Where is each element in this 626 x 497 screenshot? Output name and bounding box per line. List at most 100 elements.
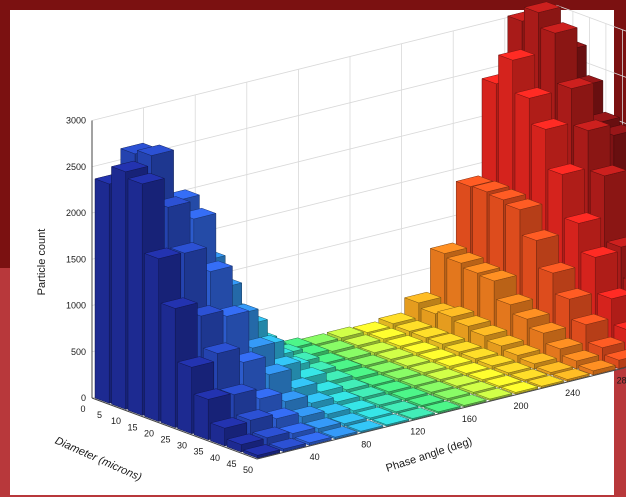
bar-top-face — [526, 375, 565, 387]
count-tick-label: 2000 — [66, 208, 86, 218]
bar-top-face — [476, 354, 515, 367]
bar-top-face — [368, 327, 407, 340]
x-axis-label: Diameter (microns) — [53, 435, 144, 484]
bar-top-face — [429, 242, 468, 254]
bar-top-face — [326, 326, 365, 338]
bar-top-face — [502, 344, 541, 356]
histogram-bar — [242, 444, 281, 459]
phase-tick-label: 200 — [513, 401, 528, 411]
bar-top-face — [399, 374, 438, 386]
bar-top-face — [226, 433, 265, 445]
phase-tick-label: 160 — [462, 414, 477, 424]
bar-top-face — [460, 347, 499, 359]
phase-tick-label: 280 — [617, 375, 626, 385]
histogram-bar — [423, 400, 462, 414]
bar-top-face — [469, 324, 508, 337]
histogram-bar — [406, 394, 445, 408]
bar-top-face — [403, 291, 442, 304]
bar-side-face — [127, 178, 143, 416]
bar-top-face — [251, 426, 290, 438]
bar-top-face — [497, 49, 536, 61]
bar-top-face — [486, 334, 525, 347]
bar-top-face — [373, 380, 412, 393]
bar-top-face — [329, 412, 368, 424]
bar-top-face — [603, 349, 626, 361]
bar-top-face — [350, 354, 389, 366]
bar-top-face — [493, 361, 532, 374]
histogram-bar — [397, 407, 436, 421]
bar-top-face — [193, 388, 232, 400]
bar-top-face — [441, 375, 480, 387]
bar-top-face — [523, 1, 562, 13]
count-tick-label: 3000 — [66, 116, 86, 126]
histogram-bar — [509, 368, 548, 382]
bar-top-face — [570, 313, 609, 325]
phase-tick-label: 80 — [361, 439, 371, 449]
bar-top-face — [320, 426, 359, 438]
histogram-bar — [500, 381, 539, 395]
bar-top-face — [169, 242, 208, 254]
bar-top-face — [434, 355, 473, 367]
bar-top-face — [364, 393, 403, 406]
bar-top-face — [416, 381, 455, 393]
bar-top-face — [539, 22, 578, 34]
bar-top-face — [504, 198, 543, 210]
bar-top-face — [359, 341, 398, 353]
histogram-bar — [449, 394, 488, 408]
bar-top-face — [352, 321, 391, 333]
bar-side-face — [94, 178, 110, 404]
bar-top-face — [394, 320, 433, 332]
bar-top-face — [390, 387, 429, 399]
bar-top-face — [474, 387, 513, 400]
diameter-tick-label: 45 — [226, 459, 236, 469]
bar-top-face — [176, 356, 215, 368]
bar-top-face — [453, 315, 492, 327]
histogram-bar — [578, 359, 617, 376]
bar-top-face — [587, 336, 626, 348]
bar-top-face — [385, 335, 424, 347]
bar-top-face — [410, 326, 449, 339]
bar-top-face — [596, 287, 626, 300]
histogram-bar — [345, 420, 384, 433]
phase-tick-label: 40 — [310, 452, 320, 462]
bar-top-face — [127, 172, 166, 185]
bar-top-face — [521, 229, 560, 241]
histogram-bar — [320, 426, 359, 440]
bar-top-face — [471, 180, 510, 193]
grid-line — [91, 4, 557, 121]
bar-top-face — [355, 406, 394, 419]
bar-top-face — [462, 262, 501, 274]
bar-side-face — [144, 253, 159, 422]
labels-layer: 0 500 1000 1500 2000 2500 3000 0 5 10 15 20 25 30 35 40… — [66, 116, 626, 476]
bar-top-face — [342, 334, 381, 346]
bar-top-face — [443, 341, 482, 353]
bar-top-face — [333, 347, 372, 359]
bar-top-face — [425, 368, 464, 380]
histogram-bar — [226, 433, 265, 453]
y-axis-label: Phase angle (deg) — [384, 436, 473, 475]
bar-top-face — [406, 394, 445, 406]
bar-top-face — [377, 312, 416, 324]
bar-top-face — [484, 375, 523, 387]
histogram-bar — [432, 387, 471, 402]
bar-top-face — [383, 367, 422, 380]
bar-top-face — [347, 386, 386, 398]
bar-top-face — [268, 438, 307, 450]
z-axis-label: Particle count — [36, 229, 48, 296]
bar-top-face — [397, 407, 436, 419]
bar-top-face — [519, 352, 558, 365]
bar-top-face — [512, 308, 551, 320]
diameter-tick-label: 25 — [160, 435, 170, 445]
bar-top-face — [408, 361, 447, 373]
bar-top-face — [580, 246, 619, 258]
histogram-bar — [364, 393, 403, 408]
grid-line — [556, 4, 626, 32]
bar-top-face — [535, 361, 574, 373]
bar-top-face — [436, 305, 475, 318]
bar-top-face — [572, 119, 611, 131]
bar-top-face — [401, 341, 440, 353]
bar-top-face — [530, 118, 569, 130]
phase-tick-label: 240 — [565, 388, 580, 398]
bar-top-face — [578, 359, 617, 372]
bar-top-face — [509, 368, 548, 381]
